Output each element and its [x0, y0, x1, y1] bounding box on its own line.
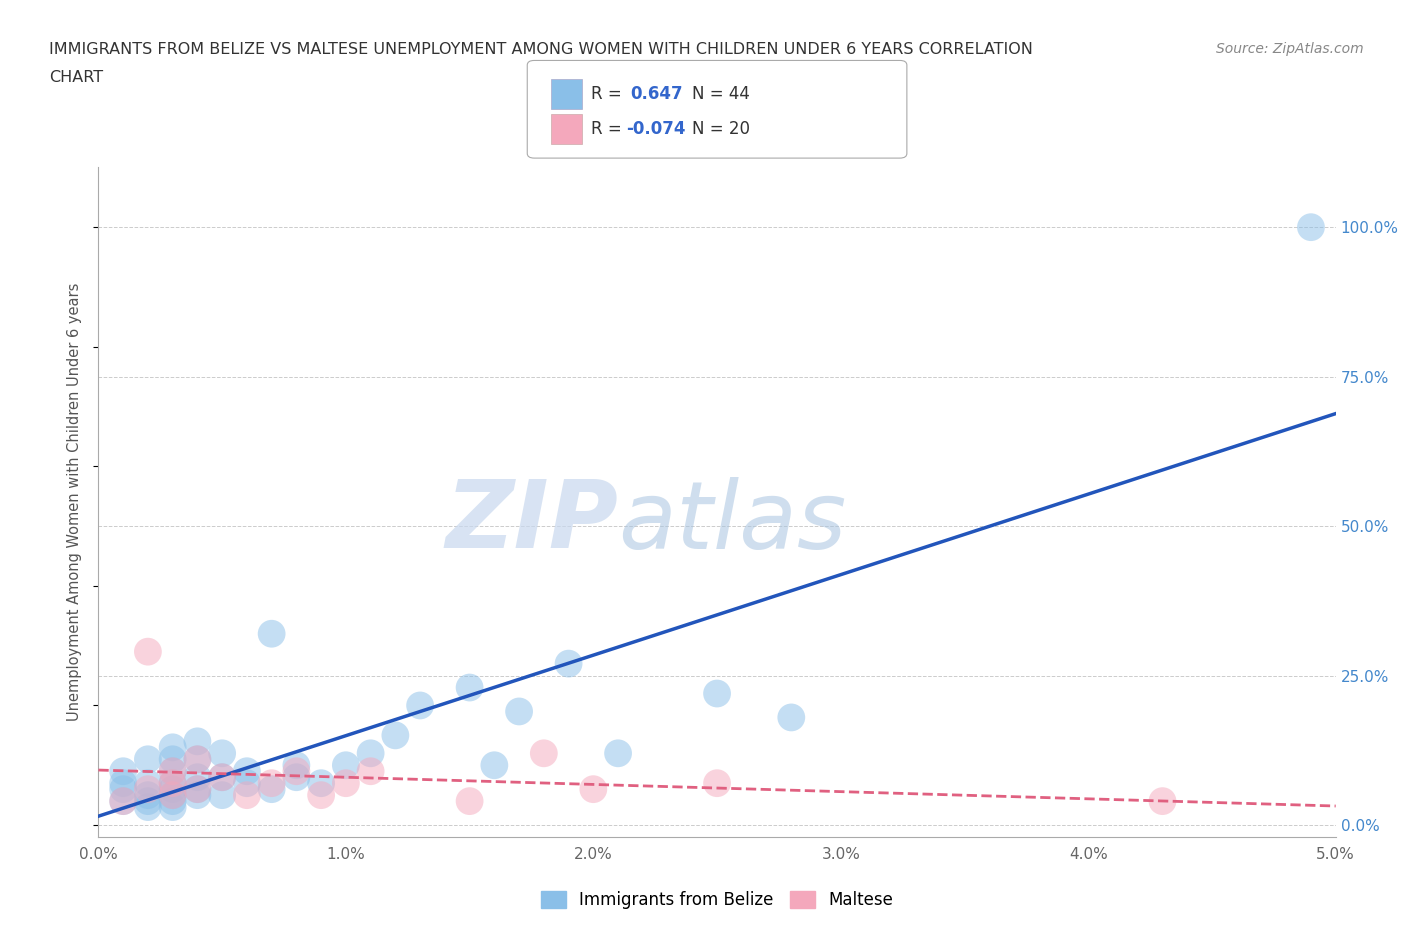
Point: [211, 788, 233, 803]
Point: [186, 788, 208, 803]
Point: [211, 770, 233, 785]
Point: [360, 764, 382, 778]
Point: [309, 776, 332, 790]
Point: [162, 793, 184, 808]
Point: [112, 793, 135, 808]
Point: [211, 770, 233, 785]
Point: [186, 751, 208, 766]
Point: [162, 800, 184, 815]
Point: [162, 751, 184, 766]
Point: [508, 704, 530, 719]
Point: [112, 793, 135, 808]
Point: [607, 746, 630, 761]
Point: [186, 751, 208, 766]
Point: [162, 776, 184, 790]
Point: [285, 770, 308, 785]
Point: [706, 776, 728, 790]
Point: [384, 728, 406, 743]
Point: [136, 788, 159, 803]
Legend: Immigrants from Belize, Maltese: Immigrants from Belize, Maltese: [534, 884, 900, 916]
Point: [112, 764, 135, 778]
Point: [533, 746, 555, 761]
Point: [186, 734, 208, 749]
Text: N = 44: N = 44: [692, 85, 749, 103]
Point: [285, 764, 308, 778]
Point: [285, 758, 308, 773]
Point: [162, 764, 184, 778]
Text: atlas: atlas: [619, 477, 846, 568]
Point: [236, 788, 259, 803]
Point: [458, 793, 481, 808]
Point: [136, 644, 159, 659]
Point: [136, 776, 159, 790]
Point: [260, 782, 283, 797]
Point: [186, 782, 208, 797]
Point: [162, 764, 184, 778]
Point: [335, 758, 357, 773]
Point: [162, 788, 184, 803]
Point: [409, 698, 432, 713]
Point: [260, 776, 283, 790]
Text: R =: R =: [591, 85, 631, 103]
Point: [162, 788, 184, 803]
Point: [335, 776, 357, 790]
Point: [484, 758, 506, 773]
Text: -0.074: -0.074: [626, 120, 685, 139]
Text: IMMIGRANTS FROM BELIZE VS MALTESE UNEMPLOYMENT AMONG WOMEN WITH CHILDREN UNDER 6: IMMIGRANTS FROM BELIZE VS MALTESE UNEMPL…: [49, 42, 1033, 57]
Point: [162, 782, 184, 797]
Point: [1299, 219, 1322, 234]
Point: [136, 782, 159, 797]
Y-axis label: Unemployment Among Women with Children Under 6 years: Unemployment Among Women with Children U…: [67, 283, 83, 722]
Point: [211, 746, 233, 761]
Point: [260, 626, 283, 641]
Point: [162, 776, 184, 790]
Text: N = 20: N = 20: [692, 120, 749, 139]
Point: [186, 782, 208, 797]
Point: [186, 770, 208, 785]
Point: [780, 710, 803, 724]
Text: R =: R =: [591, 120, 627, 139]
Point: [582, 782, 605, 797]
Text: 0.647: 0.647: [630, 85, 682, 103]
Point: [706, 686, 728, 701]
Point: [112, 782, 135, 797]
Point: [360, 746, 382, 761]
Point: [162, 740, 184, 755]
Text: Source: ZipAtlas.com: Source: ZipAtlas.com: [1216, 42, 1364, 56]
Point: [236, 776, 259, 790]
Point: [458, 680, 481, 695]
Point: [136, 751, 159, 766]
Point: [136, 793, 159, 808]
Point: [112, 776, 135, 790]
Point: [309, 788, 332, 803]
Point: [236, 764, 259, 778]
Point: [136, 800, 159, 815]
Point: [557, 657, 579, 671]
Text: CHART: CHART: [49, 70, 103, 85]
Text: ZIP: ZIP: [446, 476, 619, 568]
Point: [1152, 793, 1174, 808]
